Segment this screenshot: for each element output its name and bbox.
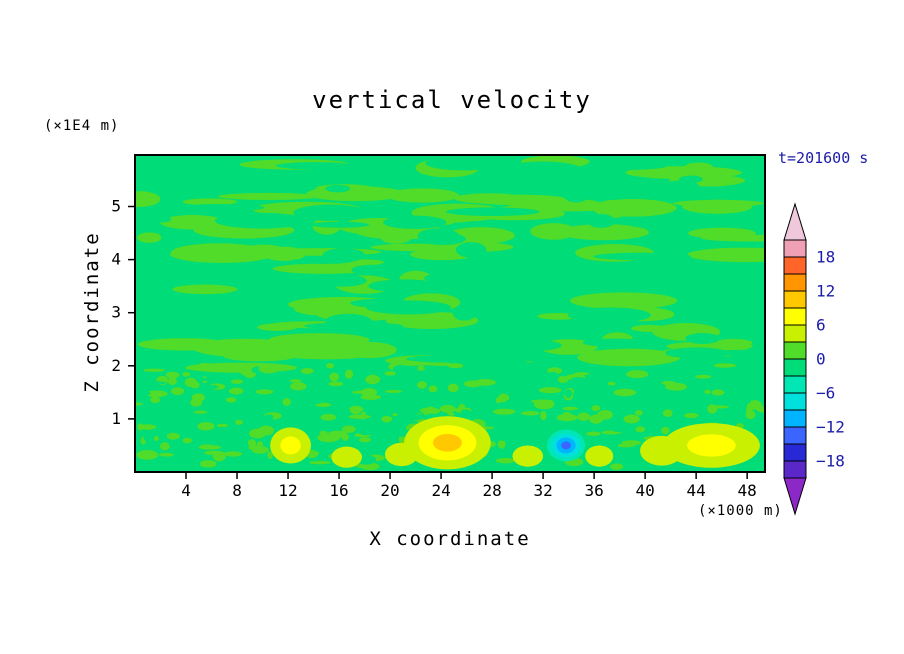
colorbar: 18 12 6 0 −6 −12 −18	[783, 202, 845, 516]
svg-text:28: 28	[482, 481, 501, 500]
timestamp-label: t=201600 s	[778, 149, 869, 167]
svg-text:12: 12	[816, 282, 835, 301]
svg-text:6: 6	[816, 316, 826, 335]
svg-text:24: 24	[431, 481, 450, 500]
svg-text:2: 2	[111, 356, 121, 375]
svg-text:5: 5	[111, 197, 121, 216]
x-axis-title: X coordinate	[369, 528, 531, 550]
colorbar-labels: 18 12 6 0 −6 −12 −18	[816, 248, 845, 471]
svg-text:20: 20	[380, 481, 399, 500]
svg-text:−18: −18	[816, 452, 845, 471]
svg-text:3: 3	[111, 303, 121, 322]
x-axis-unit-label: (×1000 m)	[698, 503, 783, 519]
svg-text:−6: −6	[816, 384, 835, 403]
svg-text:36: 36	[584, 481, 603, 500]
svg-text:18: 18	[816, 248, 835, 267]
svg-text:16: 16	[329, 481, 348, 500]
svg-text:40: 40	[635, 481, 654, 500]
plot-frame	[128, 154, 766, 479]
svg-text:44: 44	[687, 481, 706, 500]
svg-text:1: 1	[111, 409, 121, 428]
svg-text:−12: −12	[816, 418, 845, 437]
svg-text:48: 48	[738, 481, 757, 500]
svg-text:12: 12	[278, 481, 297, 500]
y-axis-unit-label: (×1E4 m)	[44, 118, 120, 134]
svg-text:4: 4	[181, 481, 191, 500]
contour-field	[135, 155, 765, 472]
svg-text:32: 32	[533, 481, 552, 500]
svg-text:0: 0	[816, 350, 826, 369]
chart-title: vertical velocity	[312, 86, 592, 114]
svg-text:4: 4	[111, 250, 121, 269]
svg-text:8: 8	[232, 481, 242, 500]
